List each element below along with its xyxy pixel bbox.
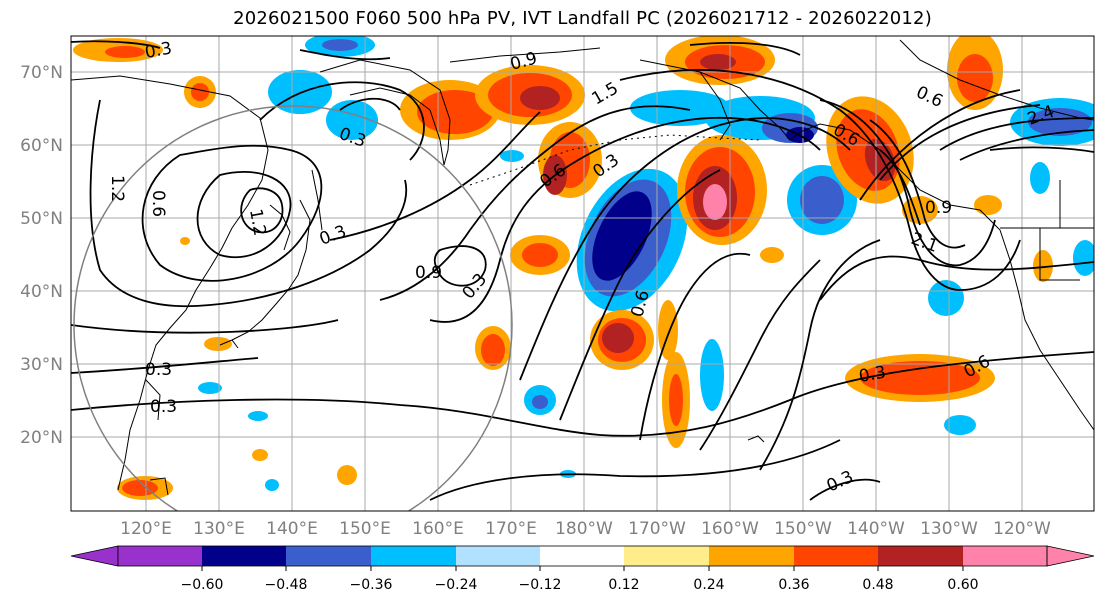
lon-label: 150°E bbox=[339, 519, 391, 539]
colorbar-segment bbox=[540, 546, 624, 566]
contour-label: 0.3 bbox=[145, 360, 172, 380]
colorbar-tick-label: −0.48 bbox=[265, 577, 308, 593]
contour-label: 0.3 bbox=[150, 397, 177, 417]
lon-label: 150°W bbox=[774, 519, 832, 539]
colorbar-segment bbox=[202, 546, 286, 566]
lat-label-20n: 20°N bbox=[20, 428, 63, 448]
shading-layer bbox=[73, 36, 1094, 500]
colorbar-tick-label: 0.60 bbox=[947, 577, 978, 593]
colorbar-tick-label: −0.24 bbox=[435, 577, 478, 593]
colorbar-ticks bbox=[201, 566, 964, 571]
colorbar-frame bbox=[117, 545, 1048, 567]
colorbar-segment bbox=[118, 546, 202, 566]
lon-label: 130°E bbox=[193, 519, 245, 539]
colorbar-tick-label: 0.12 bbox=[608, 577, 639, 593]
contour-label: 1.2 bbox=[107, 175, 127, 202]
lon-label: 120°W bbox=[993, 519, 1051, 539]
colorbar-tick-label: 0.24 bbox=[693, 577, 724, 593]
colorbar-segment bbox=[878, 546, 963, 566]
lat-label-70n: 70°N bbox=[20, 63, 63, 83]
colorbar-tick-label: 0.36 bbox=[778, 577, 809, 593]
lon-label: 180°W bbox=[555, 519, 613, 539]
colorbar-segment bbox=[624, 546, 709, 566]
lon-label: 130°W bbox=[920, 519, 978, 539]
landfall-region-circle bbox=[73, 105, 513, 511]
latitude-labels: 70°N 60°N 50°N 40°N 30°N 20°N bbox=[20, 63, 63, 448]
contour-label: 0.9 bbox=[925, 198, 952, 218]
colorbar-under-triangle bbox=[70, 545, 119, 567]
lat-label-50n: 50°N bbox=[20, 209, 63, 229]
lat-label-60n: 60°N bbox=[20, 136, 63, 156]
colorbar: −0.60 −0.48 −0.36 −0.24 −0.12 0.12 0.24 … bbox=[70, 545, 1095, 593]
pv-contours bbox=[71, 40, 1094, 501]
lon-label: 120°E bbox=[120, 519, 172, 539]
lon-label: 140°E bbox=[266, 519, 318, 539]
figure-title: 2026021500 F060 500 hPa PV, IVT Landfall… bbox=[233, 8, 932, 29]
colorbar-over-triangle bbox=[1046, 545, 1095, 567]
colorbar-segment bbox=[286, 546, 371, 566]
lat-label-40n: 40°N bbox=[20, 282, 63, 302]
colorbar-tick-label: −0.60 bbox=[181, 577, 224, 593]
contour-label: 0.3 bbox=[857, 363, 887, 387]
lon-label: 160°W bbox=[701, 519, 759, 539]
contour-label: 0.9 bbox=[415, 263, 442, 283]
lon-label: 170°E bbox=[485, 519, 537, 539]
longitude-labels: 120°E 130°E 140°E 150°E 160°E 170°E 180°… bbox=[120, 519, 1051, 539]
colorbar-segment bbox=[794, 546, 878, 566]
map-frame bbox=[70, 35, 1095, 512]
lat-label-30n: 30°N bbox=[20, 355, 63, 375]
contour-label: 0.6 bbox=[148, 190, 168, 217]
lon-label: 140°W bbox=[847, 519, 905, 539]
colorbar-tick-label: −0.36 bbox=[350, 577, 393, 593]
colorbar-segment bbox=[963, 546, 1047, 566]
colorbar-tick-label: 0.48 bbox=[862, 577, 893, 593]
lon-label: 160°E bbox=[412, 519, 464, 539]
colorbar-segment bbox=[371, 546, 456, 566]
colorbar-segment bbox=[709, 546, 794, 566]
contour-label: 0.3 bbox=[143, 39, 173, 63]
colorbar-tick-label: −0.12 bbox=[519, 577, 562, 593]
colorbar-segment bbox=[456, 546, 540, 566]
lon-label: 170°W bbox=[628, 519, 686, 539]
contour-label: 1.2 bbox=[245, 207, 269, 237]
